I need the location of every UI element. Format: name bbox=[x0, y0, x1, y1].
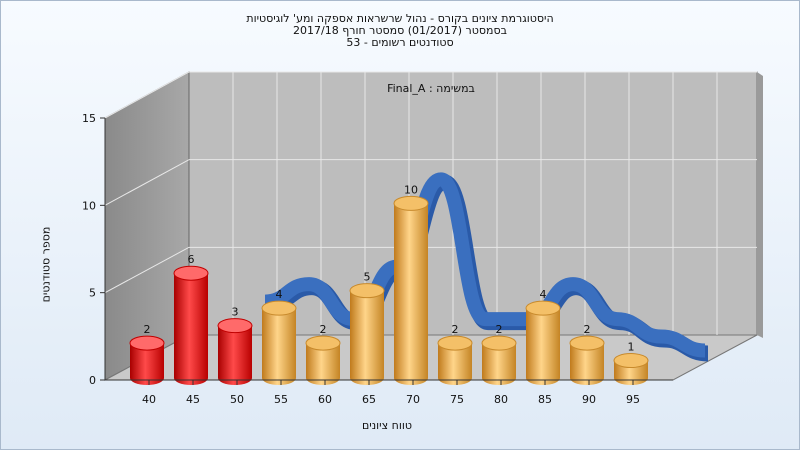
chart-title-line-3: סטודנטים רשומים - 53 bbox=[346, 36, 454, 49]
axes bbox=[104, 118, 673, 381]
x-axis-label: טווח ציונים bbox=[362, 419, 412, 432]
bar-value-label: 5 bbox=[364, 271, 371, 284]
histogram-bar: 2 bbox=[437, 323, 473, 385]
x-tick-label: 50 bbox=[230, 393, 244, 406]
histogram-bar: 3 bbox=[217, 306, 253, 385]
chart-title-line-1: היסטוגרמת ציונים בקורס - נהול שרשראות אס… bbox=[246, 12, 554, 25]
x-tick-label: 60 bbox=[318, 393, 332, 406]
histogram-bar: 2 bbox=[481, 323, 517, 385]
y-tick-label: 5 bbox=[89, 287, 96, 300]
bars: 2 6 3 4 2 5 10 2 2 4 2 1 bbox=[129, 183, 649, 385]
bar-value-label: 3 bbox=[232, 306, 239, 319]
histogram-bar: 2 bbox=[569, 323, 605, 385]
bar-value-label: 1 bbox=[628, 341, 635, 354]
x-tick-label: 70 bbox=[406, 393, 420, 406]
x-tick-label: 55 bbox=[274, 393, 288, 406]
bar-value-label: 2 bbox=[584, 323, 591, 336]
y-tick-label: 0 bbox=[89, 374, 96, 387]
histogram-bar: 10 bbox=[393, 183, 429, 385]
bar-value-label: 4 bbox=[540, 288, 547, 301]
histogram-bar: 6 bbox=[173, 253, 209, 385]
histogram-bar: 2 bbox=[129, 323, 165, 385]
bar-value-label: 6 bbox=[188, 253, 195, 266]
bar-value-label: 10 bbox=[404, 183, 418, 196]
bar-value-label: 2 bbox=[496, 323, 503, 336]
chart-title-line-2: בסמסטר (01/2017) סמסטר חורף 2017/18 bbox=[293, 24, 507, 37]
x-tick-label: 75 bbox=[450, 393, 464, 406]
x-tick-label: 40 bbox=[142, 393, 156, 406]
histogram-bar: 4 bbox=[261, 288, 297, 385]
task-annotation: במשימה : Final_A bbox=[387, 82, 475, 95]
y-ticks: 0 5 10 15 bbox=[82, 112, 105, 387]
y-tick-label: 15 bbox=[82, 112, 96, 125]
bar-value-label: 4 bbox=[276, 288, 283, 301]
bar-value-label: 2 bbox=[452, 323, 459, 336]
x-ticks: 40 45 50 55 60 65 70 75 80 85 90 95 bbox=[142, 380, 640, 406]
bar-value-label: 2 bbox=[320, 323, 327, 336]
bar-value-label: 2 bbox=[144, 323, 151, 336]
histogram-bar: 4 bbox=[525, 288, 561, 385]
y-tick-label: 10 bbox=[82, 199, 96, 212]
x-tick-label: 65 bbox=[362, 393, 376, 406]
grid-lines bbox=[104, 71, 757, 335]
x-tick-label: 85 bbox=[538, 393, 552, 406]
histogram-bar: 2 bbox=[305, 323, 341, 385]
histogram-bar: 1 bbox=[613, 341, 649, 385]
x-tick-label: 80 bbox=[494, 393, 508, 406]
x-tick-label: 90 bbox=[582, 393, 596, 406]
y-axis-label: מספר סטודנטים bbox=[39, 226, 53, 303]
histogram-bar: 5 bbox=[349, 271, 385, 385]
right-edge bbox=[757, 72, 763, 338]
x-tick-label: 95 bbox=[626, 393, 640, 406]
x-tick-label: 45 bbox=[186, 393, 200, 406]
